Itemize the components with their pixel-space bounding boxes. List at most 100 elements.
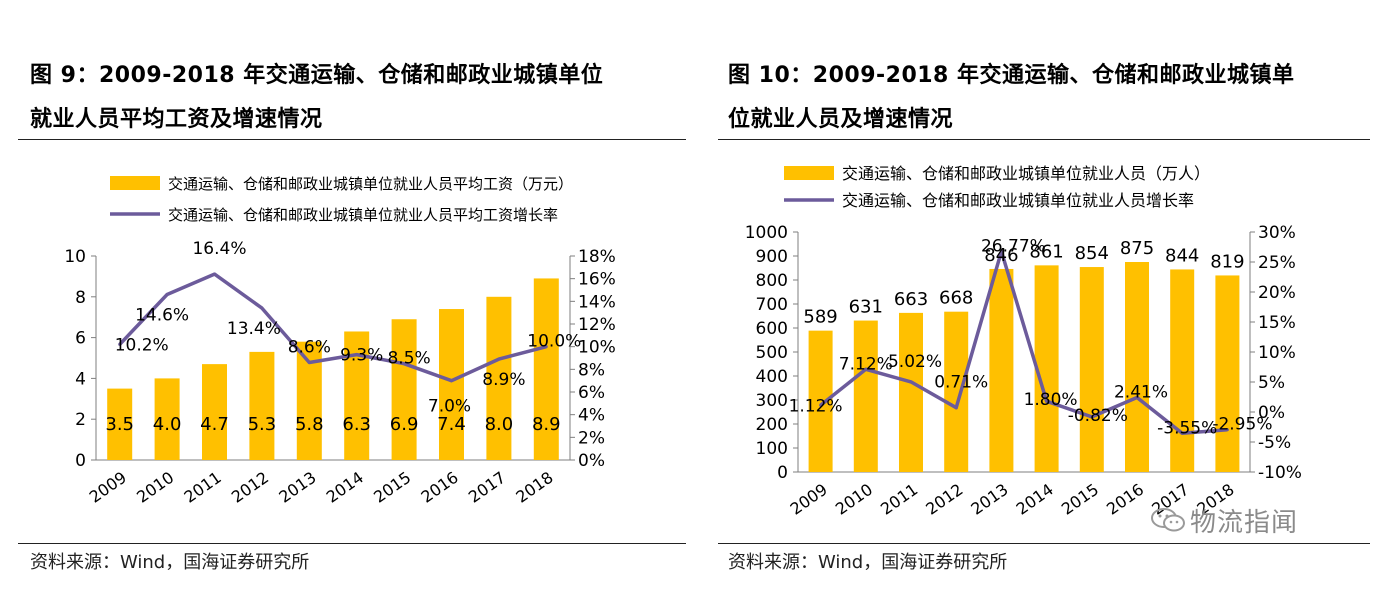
growth-rate-point	[1135, 396, 1139, 400]
bar	[853, 320, 878, 472]
legend-bar-label: 交通运输、仓储和邮政业城镇单位就业人员平均工资（万元）	[168, 175, 573, 193]
left-axis-tick-label: 0	[75, 451, 86, 471]
figure-9-title-line2: 就业人员平均工资及增速情况	[30, 107, 323, 132]
right-axis-tick-label: 12%	[578, 315, 616, 335]
legend-line-label: 交通运输、仓储和邮政业城镇单位就业人员平均工资增长率	[168, 206, 558, 224]
left-axis-tick-label: 4	[75, 369, 86, 389]
growth-rate-line	[819, 249, 1228, 436]
growth-rate-label: -2.95%	[1212, 415, 1272, 435]
x-axis-tick-label: 2010	[832, 480, 876, 519]
left-axis-tick-label: 400	[756, 367, 788, 387]
right-axis-tick-label: 20%	[1258, 283, 1296, 303]
growth-rate-label: 1.12%	[789, 396, 843, 416]
bar-value-label: 875	[1120, 238, 1154, 259]
growth-rate-point	[355, 353, 359, 357]
x-axis-tick-label: 2013	[275, 468, 319, 507]
growth-rate-label: 1.80%	[1024, 390, 1078, 410]
right-axis-tick-label: 30%	[1258, 223, 1296, 243]
right-axis-tick-label: 2%	[578, 428, 605, 448]
growth-rate-point	[1180, 431, 1184, 435]
growth-rate-point	[402, 362, 406, 366]
growth-rate-point	[954, 406, 958, 410]
bar-value-label: 6.3	[342, 414, 371, 435]
right-axis-tick-label: 18%	[578, 247, 616, 267]
growth-rate-point	[307, 361, 311, 365]
legend-bar-swatch	[110, 176, 160, 190]
bar-value-label: 4.7	[200, 414, 229, 435]
x-axis-tick-label: 2014	[323, 468, 367, 507]
bar	[989, 268, 1014, 472]
x-axis-tick-label: 2016	[418, 468, 462, 507]
figure-9-bottom-rule	[18, 543, 686, 544]
growth-rate-label: 5.02%	[888, 352, 942, 372]
growth-rate-point	[450, 379, 453, 383]
bar-value-label: 8.9	[532, 414, 561, 435]
bar-value-label: 861	[1029, 241, 1063, 262]
growth-rate-point	[1090, 415, 1094, 419]
growth-rate-point	[544, 345, 548, 349]
growth-rate-label: 10.0%	[527, 332, 581, 352]
left-axis-tick-label: 600	[756, 319, 788, 339]
figure-9-top-rule	[18, 139, 686, 140]
bar	[486, 296, 512, 460]
growth-rate-point	[260, 306, 264, 310]
bar-value-label: 6.9	[390, 414, 419, 435]
left-axis-tick-label: 2	[75, 410, 86, 430]
right-axis-tick-label: 25%	[1258, 253, 1296, 273]
growth-rate-point	[864, 367, 868, 371]
growth-rate-point	[165, 293, 169, 297]
growth-rate-label: 8.5%	[387, 349, 430, 369]
wechat-icon	[1151, 508, 1185, 532]
left-axis-tick-label: 1000	[745, 223, 788, 243]
bar	[1079, 267, 1104, 472]
left-axis-tick-label: 6	[75, 329, 86, 349]
right-axis-tick-label: 15%	[1258, 313, 1296, 333]
bar	[391, 319, 417, 460]
legend-bar-swatch	[784, 166, 834, 180]
left-axis-tick-label: 900	[756, 247, 788, 267]
bar-value-label: 846	[984, 245, 1018, 266]
legend-line-label: 交通运输、仓储和邮政业城镇单位就业人员增长率	[842, 191, 1194, 210]
right-axis-tick-label: 14%	[578, 292, 616, 312]
figure-9-title: 图 9：2009-2018 年交通运输、仓储和邮政业城镇单位 就业人员平均工资及…	[30, 54, 680, 142]
growth-rate-label: -3.55%	[1157, 418, 1217, 438]
growth-rate-label: -0.82%	[1068, 406, 1128, 426]
bar-value-label: 844	[1165, 245, 1199, 266]
right-axis-tick-label: 8%	[578, 360, 605, 380]
growth-rate-label: 10.2%	[115, 335, 169, 355]
bar-value-label: 3.5	[105, 414, 134, 435]
x-axis-tick-label: 2012	[228, 468, 272, 507]
growth-rate-point	[1225, 428, 1229, 432]
right-axis-tick-label: 5%	[1258, 373, 1285, 393]
right-axis-tick-label: 10%	[578, 338, 616, 358]
right-axis-tick-label: 4%	[578, 406, 605, 426]
bar-value-label: 589	[803, 307, 837, 328]
bar-value-label: 819	[1210, 251, 1244, 272]
figure-9-title-line1: 图 9：2009-2018 年交通运输、仓储和邮政业城镇单位	[30, 63, 604, 88]
bar-value-label: 668	[939, 288, 973, 309]
right-axis-tick-label: -5%	[1258, 433, 1291, 453]
figure-10-source: 资料来源：Wind，国海证券研究所	[728, 552, 1008, 573]
figure-10-title-line1: 图 10：2009-2018 年交通运输、仓储和邮政业城镇单	[728, 63, 1295, 88]
x-axis-tick-label: 2014	[1013, 480, 1057, 519]
growth-rate-point	[819, 403, 823, 407]
growth-rate-label: 7.0%	[428, 397, 471, 417]
left-axis-tick-label: 100	[756, 439, 788, 459]
right-axis-tick-label: -10%	[1258, 463, 1302, 483]
growth-rate-point	[118, 342, 122, 346]
x-axis-tick-label: 2009	[86, 468, 130, 507]
figure-10-title-line2: 位就业人员及增速情况	[728, 107, 954, 132]
growth-rate-point	[213, 272, 216, 276]
watermark: 物流指闻	[1150, 500, 1350, 540]
growth-rate-label: 2.41%	[1114, 383, 1168, 403]
figure-9-source: 资料来源：Wind，国海证券研究所	[30, 552, 310, 573]
x-axis-tick-label: 2018	[512, 468, 556, 507]
left-axis-tick-label: 700	[756, 295, 788, 315]
left-axis-tick-label: 0	[777, 463, 788, 483]
left-axis-tick-label: 300	[756, 391, 788, 411]
right-axis-tick-label: 16%	[578, 270, 616, 290]
x-axis-tick-label: 2010	[133, 468, 177, 507]
growth-rate-label: 26.77%	[981, 236, 1046, 256]
bar-value-label: 8.0	[485, 414, 514, 435]
bar-value-label: 663	[894, 289, 928, 310]
